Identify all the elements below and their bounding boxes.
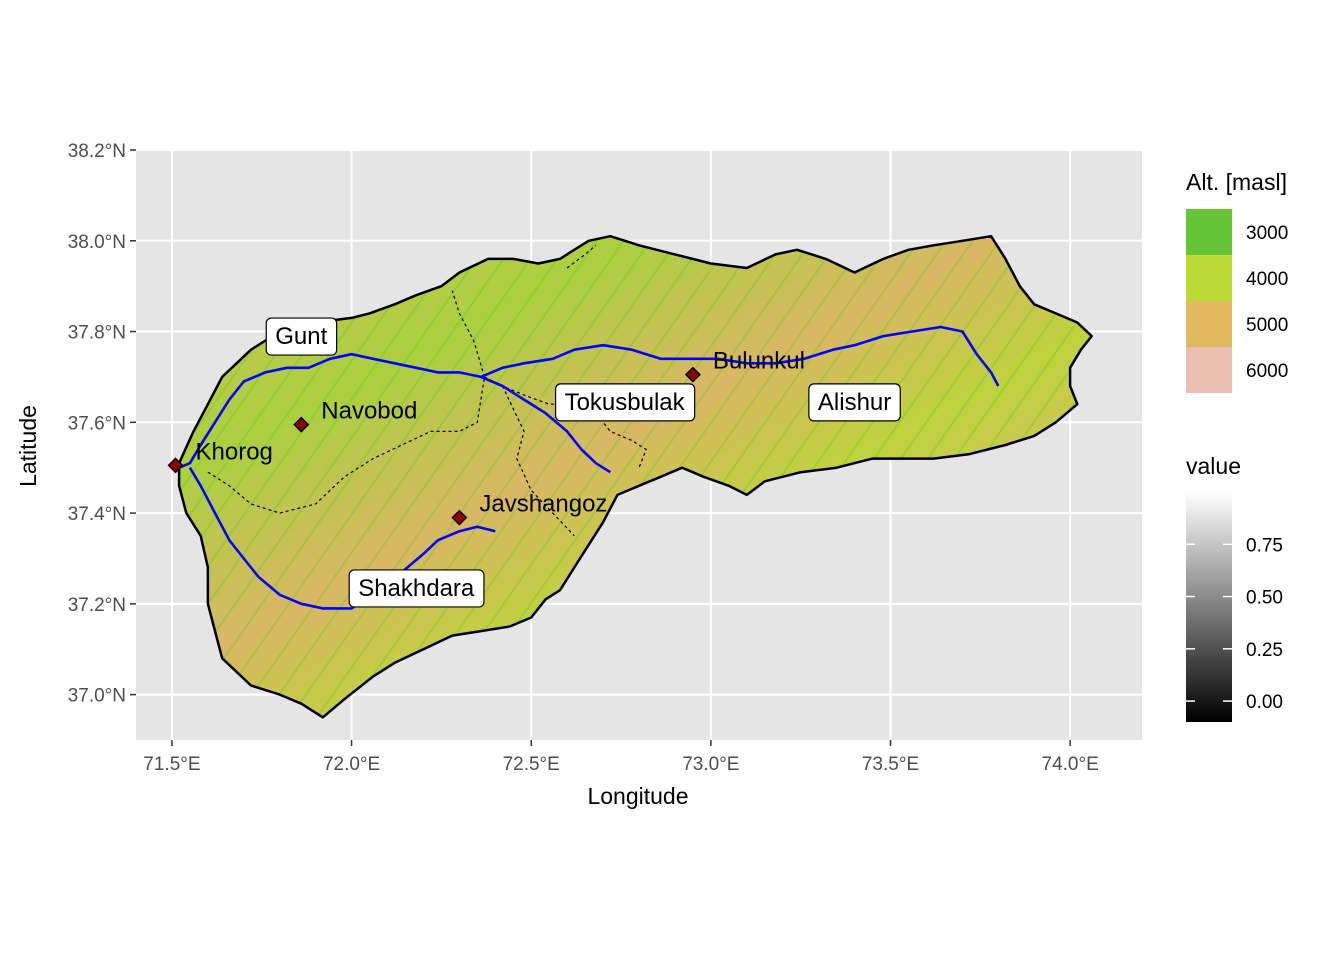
sub-basin-label-box xyxy=(348,569,485,608)
sub-basin-label-box xyxy=(265,317,338,356)
place-marker xyxy=(293,416,310,433)
sub-basin-label: Gunt xyxy=(265,317,338,356)
x-axis-title: Longitude xyxy=(587,783,688,809)
value-colorbar xyxy=(1186,492,1232,722)
sub-basin-label: Tokusbulak xyxy=(554,383,696,422)
sub-basin-label-text: Gunt xyxy=(275,323,327,350)
y-tick-label: 37.0°N xyxy=(68,686,126,707)
x-tick-label: 71.5°E xyxy=(143,754,200,775)
place-label: Javshangoz xyxy=(479,491,607,518)
sub-basin-label: Shakhdara xyxy=(348,569,485,608)
altitude-legend-swatch xyxy=(1186,347,1232,393)
sub-basin-label-text: Shakhdara xyxy=(358,575,475,602)
x-tick-label: 73.5°E xyxy=(862,754,919,775)
y-axis-ticks: 37.0°N 37.2°N 37.4°N 37.6°N 37.8°N 38.0°N 38.2… xyxy=(68,141,136,707)
sub-basin-label-box xyxy=(808,383,901,422)
river-network xyxy=(178,325,1000,610)
sub-basin-boundary xyxy=(566,244,597,269)
place-marker xyxy=(167,457,184,474)
value-legend-label: 0.25 xyxy=(1246,640,1283,661)
sub-basin-labels: Gunt Tokusbulak Alishur Shakhdara xyxy=(265,317,901,608)
x-tick-label: 73.0°E xyxy=(682,754,739,775)
x-axis-ticks: 71.5°E 72.0°E 72.5°E 73.0°E 73.5°E 74.0°E xyxy=(143,740,1099,775)
value-legend-label: 0.75 xyxy=(1246,535,1283,556)
place-label: Khorog xyxy=(196,438,273,465)
sub-basin-boundary xyxy=(484,376,647,468)
x-tick-label: 72.5°E xyxy=(503,754,560,775)
y-tick-label: 37.8°N xyxy=(68,323,126,344)
place-label: Bulunkul xyxy=(713,348,805,375)
x-tick-label: 74.0°E xyxy=(1042,754,1099,775)
y-axis-title: Latitude xyxy=(15,405,41,487)
y-tick-label: 38.0°N xyxy=(68,232,126,253)
altitude-legend-title: Alt. [masl] xyxy=(1186,169,1287,195)
altitude-legend: Alt. [masl] 3000 4000 5000 6000 xyxy=(1186,169,1288,393)
place-label: Navobod xyxy=(321,398,417,425)
altitude-legend-label: 4000 xyxy=(1246,269,1288,290)
sub-basin-boundary xyxy=(207,376,486,514)
place-marker xyxy=(451,509,468,526)
sub-basin-boundary xyxy=(451,290,486,378)
y-tick-label: 38.2°N xyxy=(68,141,126,162)
sub-basin-label-box xyxy=(554,383,696,422)
river-line xyxy=(188,467,496,610)
sub-basin-label-text: Tokusbulak xyxy=(565,389,686,416)
value-legend-title: value xyxy=(1186,453,1241,479)
sub-basin-label-text: Alishur xyxy=(818,389,891,416)
altitude-legend-swatch xyxy=(1186,209,1232,255)
value-legend-label: 0.50 xyxy=(1246,588,1283,609)
sub-basin-boundaries xyxy=(207,244,647,537)
place-markers: Khorog Navobod Bulunkul Javshangoz xyxy=(167,348,805,526)
value-legend: value 0.75 0.50 0.25 0.00 xyxy=(1186,453,1283,722)
altitude-legend-label: 3000 xyxy=(1246,223,1288,244)
place-marker xyxy=(684,366,701,383)
altitude-legend-swatch xyxy=(1186,301,1232,347)
altitude-legend-swatch xyxy=(1186,255,1232,301)
altitude-legend-label: 6000 xyxy=(1246,361,1288,382)
sub-basin-label: Alishur xyxy=(808,383,901,422)
basin-outline xyxy=(177,234,1093,719)
altitude-legend-label: 5000 xyxy=(1246,315,1288,336)
river-line xyxy=(480,375,611,474)
y-tick-label: 37.6°N xyxy=(68,413,126,434)
value-legend-label: 0.00 xyxy=(1246,692,1283,713)
river-line xyxy=(178,325,1000,469)
y-tick-label: 37.4°N xyxy=(68,504,126,525)
y-tick-label: 37.2°N xyxy=(68,595,126,616)
x-tick-label: 72.0°E xyxy=(323,754,380,775)
